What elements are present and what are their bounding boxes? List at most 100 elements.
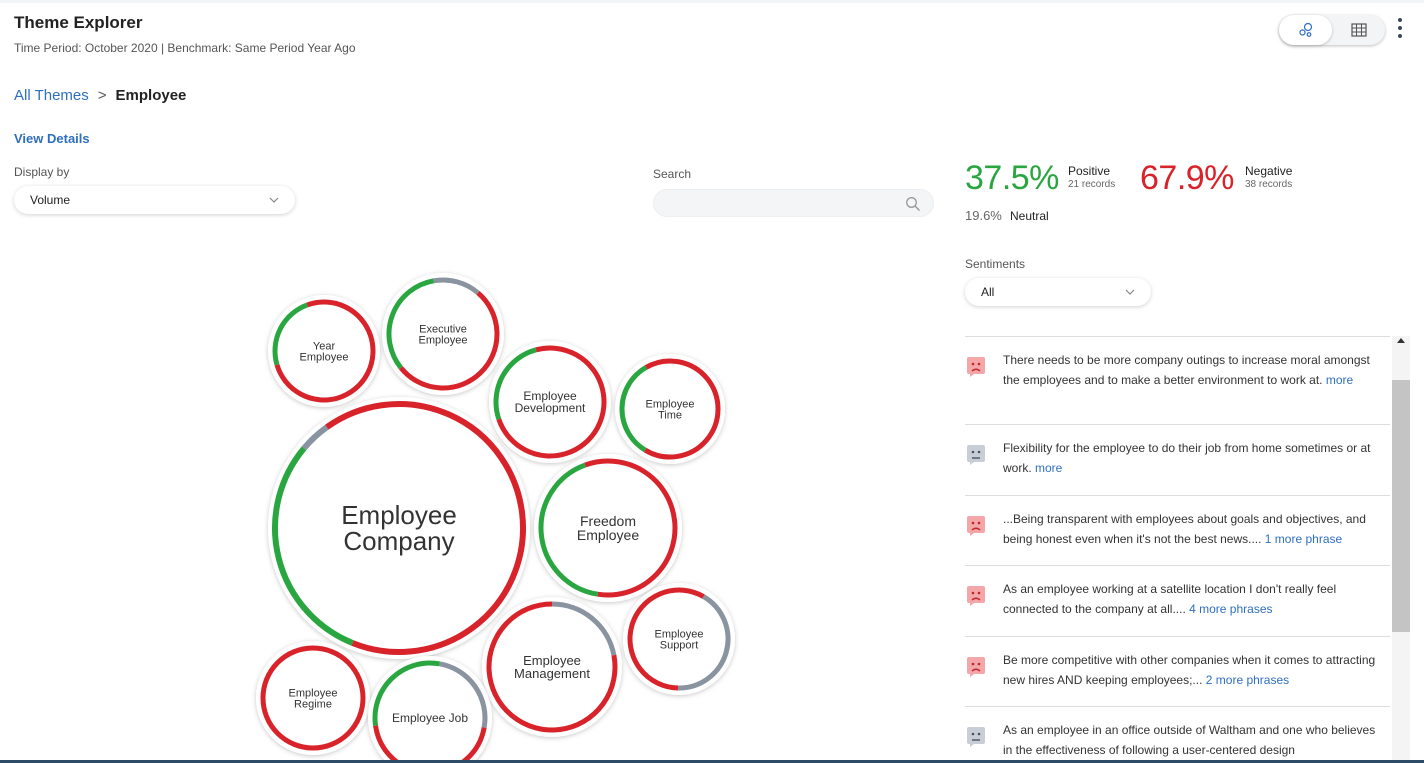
bubble-label: Employee [655,628,704,640]
bubble-label: Freedom [580,513,636,529]
negative-arc [643,358,721,460]
comment-list: There needs to be more company outings t… [965,336,1390,761]
comment-more-link[interactable]: 1 more phrase [1264,532,1343,546]
comment-body: As an employee in an office outside of W… [1003,723,1376,757]
view-toggle [1279,15,1385,45]
sad-face-icon [967,586,985,606]
comment-item: As an employee working at a satellite lo… [965,566,1390,637]
display-by-value: Volume [30,193,71,207]
bubble-label: Executive [419,323,467,335]
positive-percentage: 37.5% [965,159,1059,197]
comment-text: Be more competitive with other companies… [1003,650,1383,690]
scroll-up-arrow-icon[interactable] [1393,334,1409,346]
table-view-icon [1350,23,1367,37]
sentiments-label: Sentiments [965,257,1026,271]
bubble-background [256,641,370,755]
theme-bubble-chart: EmployeeCompanyYearEmployeeExecutiveEmpl… [256,273,735,760]
sad-face-icon [967,357,985,377]
table-view-button[interactable] [1332,15,1385,45]
bubble-background [268,295,380,407]
display-by-label: Display by [14,165,70,179]
neutral-arc [551,601,617,656]
comment-text: As an employee working at a satellite lo… [1003,579,1383,619]
positive-arc [493,347,537,421]
negative-arc [373,725,487,760]
comment-item: As an employee in an office outside of W… [965,707,1390,761]
neutral-percentage: 19.6% [965,208,1002,223]
bubble-label: Employee Job [392,711,468,725]
bubble-label: Year [313,340,336,352]
neutral-arc [301,424,329,451]
positive-records: 21 records [1068,179,1116,190]
negative-percentage: 67.9% [1140,159,1234,197]
negative-arc [274,299,376,403]
comment-item: Be more competitive with other companies… [965,637,1390,707]
comment-item: ...Being transparent with employees abou… [965,496,1390,566]
search-icon[interactable] [905,196,921,212]
bubble-view-button[interactable] [1279,15,1332,45]
bubble-label: Employee [341,500,457,530]
negative-arc [398,290,500,391]
view-details-link[interactable]: View Details [14,131,90,146]
bubble-label: Employee [289,687,338,699]
comment-item: Flexibility for the employee to do their… [965,425,1390,496]
bubble-background [623,583,735,695]
comment-more-link[interactable]: 4 more phrases [1189,602,1273,616]
neutral-arc [433,277,480,295]
positive-arc [372,660,440,727]
comment-more-link[interactable]: more [1035,461,1063,475]
search-box [653,189,934,217]
display-by-dropdown[interactable]: Volume [14,186,295,214]
search-input[interactable] [666,194,900,214]
comment-more-link[interactable]: 2 more phrases [1205,673,1290,687]
bubble-background [268,397,530,659]
comment-item: There needs to be more company outings t… [965,337,1390,425]
neutral-arc [439,661,488,728]
negative-label: Negative [1245,164,1293,178]
bubble-view-icon [1298,22,1312,37]
bubble-label: Employee [646,398,695,410]
comment-text: ...Being transparent with employees abou… [1003,509,1383,549]
negative-arc [627,587,705,691]
comment-text: As an employee in an office outside of W… [1003,720,1383,760]
bubble-background [482,597,622,737]
positive-arc [272,302,309,366]
bubble-background [368,656,492,760]
breadcrumb-all-themes[interactable]: All Themes [14,87,89,104]
bubble-background [489,341,611,463]
positive-arc [619,365,648,453]
kebab-menu-icon[interactable] [1392,15,1408,41]
comment-body: Flexibility for the employee to do their… [1003,441,1371,475]
positive-arc [272,446,354,646]
sentiments-dropdown[interactable]: All [965,278,1151,306]
bubble-employee-job[interactable]: Employee Job [368,656,492,760]
page-subtitle: Time Period: October 2020 | Benchmark: S… [14,41,356,55]
breadcrumb-separator: > [97,87,107,104]
breadcrumb: All Themes > Employee [14,87,186,104]
positive-arc [538,462,599,597]
scrollbar-thumb[interactable] [1392,380,1410,632]
neutral-face-icon [967,727,985,747]
comment-body: ...Being transparent with employees abou… [1003,512,1366,546]
comment-more-link[interactable]: more [1325,373,1354,387]
sentiments-value: All [981,285,995,299]
negative-arc [496,345,607,459]
bubble-label: Company [343,526,454,556]
bubble-label: Time [658,409,682,421]
bubble-label: Support [660,639,699,651]
bubble-label: Employee [300,351,349,363]
bubble-label: Employee [523,653,581,668]
bubble-background [615,354,725,464]
bubble-label: Regime [294,698,332,710]
neutral-label: Neutral [1010,209,1049,223]
bubble-background [534,454,682,602]
